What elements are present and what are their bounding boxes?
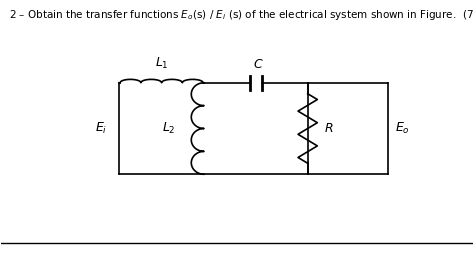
Text: $C$: $C$ [253, 58, 264, 71]
Text: $L_1$: $L_1$ [155, 56, 168, 71]
Text: $E_i$: $E_i$ [95, 121, 108, 136]
Text: 2 – Obtain the transfer functions $E_o$(s) / $E_i$ (s) of the electrical system : 2 – Obtain the transfer functions $E_o$(… [9, 8, 474, 22]
Text: $L_2$: $L_2$ [162, 121, 176, 136]
Text: $R$: $R$ [324, 122, 334, 135]
Text: $E_o$: $E_o$ [395, 121, 410, 136]
